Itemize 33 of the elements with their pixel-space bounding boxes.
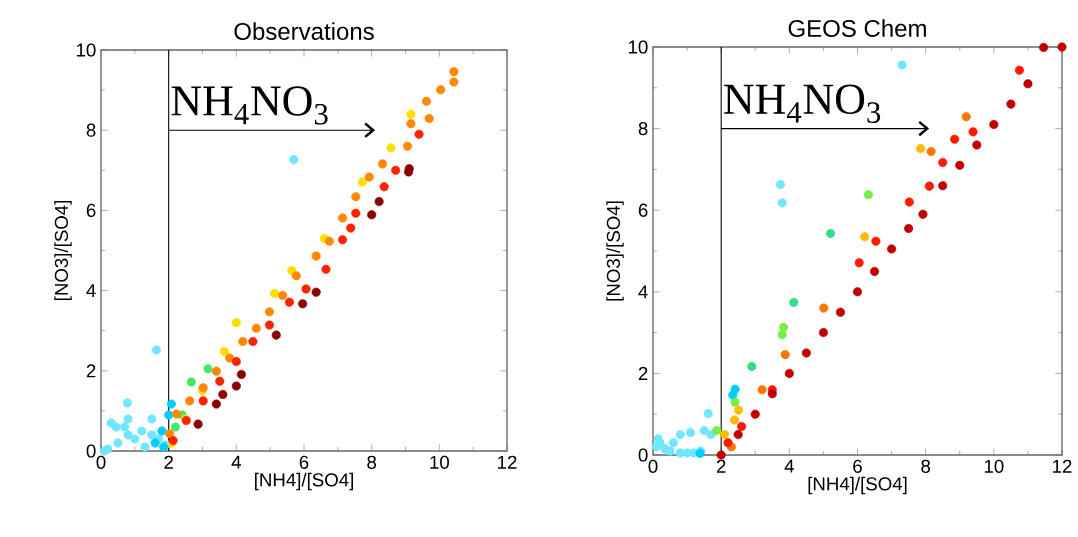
x-tick-label: 2 bbox=[716, 459, 726, 473]
x-tick-label: 10 bbox=[984, 459, 1004, 473]
x-axis-title: [NH4]/[SO4] bbox=[255, 472, 353, 491]
y-tick-label: 4 bbox=[86, 284, 96, 298]
y-tick-label: 4 bbox=[638, 285, 648, 299]
x-tick-label: 0 bbox=[96, 455, 106, 469]
y-tick-label: 6 bbox=[86, 203, 96, 218]
x-tick-label: 6 bbox=[853, 459, 862, 473]
annotation: NH$_{4}$NO$_{3}$ bbox=[724, 84, 881, 123]
x-tick-label: 8 bbox=[921, 459, 931, 473]
x-tick-label: 0 bbox=[648, 459, 658, 473]
x-tick-label: 8 bbox=[367, 455, 377, 469]
x-tick-label: 10 bbox=[430, 455, 449, 469]
x-axis-title: [NH4]/[SO4] bbox=[808, 476, 907, 495]
y-tick-label: 8 bbox=[638, 121, 648, 136]
y-tick-label: 2 bbox=[638, 366, 648, 380]
y-axis-title: [NO3]/[SO4] bbox=[606, 201, 624, 301]
x-tick-label: 12 bbox=[498, 455, 517, 469]
y-tick-label: 10 bbox=[628, 40, 648, 54]
annotation: NH$_{4}$NO$_{3}$ bbox=[171, 86, 328, 125]
y-tick-label: 6 bbox=[638, 203, 648, 217]
y-tick-label: 2 bbox=[86, 364, 96, 378]
x-tick-label: 12 bbox=[1053, 459, 1072, 473]
x-tick-label: 2 bbox=[164, 455, 173, 469]
y-tick-label: 8 bbox=[86, 123, 96, 137]
x-tick-label: 4 bbox=[784, 459, 794, 473]
y-tick-label: 10 bbox=[76, 43, 96, 57]
x-tick-label: 4 bbox=[231, 455, 241, 469]
y-axis-title: [NO3]/[SO4] bbox=[54, 201, 72, 300]
x-tick-label: 6 bbox=[299, 455, 309, 469]
chart-title: Observations bbox=[234, 22, 374, 40]
y-tick-label: 0 bbox=[86, 444, 96, 458]
chart-title: GEOS Chem bbox=[788, 19, 926, 37]
